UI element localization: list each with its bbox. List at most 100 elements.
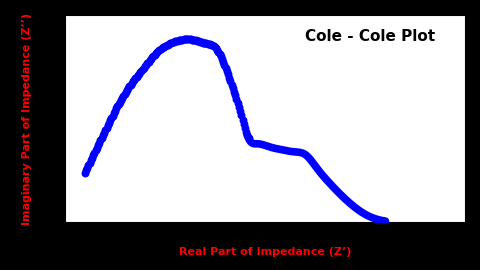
Point bbox=[132, 76, 139, 80]
Point bbox=[155, 49, 162, 53]
Point bbox=[174, 38, 181, 43]
Point bbox=[87, 158, 95, 163]
Point bbox=[182, 37, 190, 41]
Point bbox=[217, 54, 225, 58]
Point bbox=[233, 97, 240, 101]
Point bbox=[91, 151, 98, 155]
Point bbox=[96, 138, 104, 143]
Point bbox=[216, 52, 224, 56]
Point bbox=[92, 148, 99, 153]
Point bbox=[188, 38, 196, 42]
Point bbox=[156, 48, 163, 52]
Point bbox=[243, 133, 251, 137]
Point bbox=[158, 46, 166, 50]
Point bbox=[124, 86, 132, 90]
Point bbox=[98, 136, 106, 140]
Point bbox=[215, 50, 222, 54]
Point bbox=[126, 84, 133, 89]
Point bbox=[94, 143, 102, 147]
Point bbox=[177, 38, 185, 42]
Point bbox=[111, 109, 119, 113]
Point bbox=[222, 66, 229, 70]
Point bbox=[150, 54, 157, 58]
Point bbox=[221, 62, 228, 67]
Point bbox=[211, 45, 219, 49]
Point bbox=[118, 95, 126, 100]
Point bbox=[140, 66, 148, 70]
Point bbox=[99, 133, 107, 137]
Point bbox=[165, 42, 173, 46]
Point bbox=[179, 38, 186, 42]
Point bbox=[230, 89, 238, 94]
Point bbox=[193, 39, 201, 43]
Point bbox=[139, 67, 146, 72]
Point bbox=[100, 131, 108, 135]
Point bbox=[236, 109, 244, 113]
Point bbox=[136, 70, 144, 75]
Point bbox=[198, 40, 205, 44]
Point bbox=[189, 38, 197, 42]
Point bbox=[183, 37, 191, 41]
Y-axis label: Imaginary Part of Impedance (Z’’): Imaginary Part of Impedance (Z’’) bbox=[22, 13, 32, 225]
Point bbox=[175, 38, 182, 42]
Point bbox=[144, 61, 151, 66]
Point bbox=[120, 93, 127, 98]
Point bbox=[115, 102, 122, 106]
Point bbox=[176, 38, 184, 42]
Point bbox=[235, 105, 243, 109]
Point bbox=[160, 44, 168, 49]
Point bbox=[84, 163, 92, 168]
Point bbox=[194, 39, 202, 43]
Point bbox=[187, 37, 194, 42]
Point bbox=[134, 73, 142, 77]
Point bbox=[240, 122, 248, 126]
Point bbox=[231, 93, 239, 97]
Point bbox=[108, 113, 116, 118]
Point bbox=[195, 39, 203, 43]
Point bbox=[210, 44, 217, 48]
Point bbox=[241, 126, 249, 130]
Point bbox=[223, 69, 231, 73]
Point bbox=[112, 106, 120, 111]
Point bbox=[214, 48, 221, 52]
Point bbox=[101, 128, 109, 133]
Point bbox=[81, 171, 89, 175]
Point bbox=[127, 82, 134, 87]
Point bbox=[171, 39, 179, 43]
Point bbox=[167, 41, 174, 46]
Point bbox=[88, 156, 96, 160]
Point bbox=[199, 40, 206, 45]
Point bbox=[110, 111, 118, 115]
Point bbox=[105, 121, 113, 125]
Text: Cole - Cole Plot: Cole - Cole Plot bbox=[305, 29, 435, 44]
Point bbox=[191, 38, 198, 42]
Point bbox=[123, 88, 131, 92]
Point bbox=[129, 79, 137, 83]
Point bbox=[117, 97, 125, 102]
Point bbox=[224, 72, 232, 76]
Point bbox=[238, 113, 245, 117]
Point bbox=[228, 82, 236, 87]
Point bbox=[143, 63, 150, 67]
Point bbox=[138, 69, 145, 73]
Point bbox=[116, 100, 123, 104]
Point bbox=[202, 41, 209, 45]
Point bbox=[205, 42, 213, 46]
Point bbox=[86, 161, 94, 165]
Point bbox=[131, 77, 138, 82]
Point bbox=[218, 57, 226, 61]
X-axis label: Real Part of Impedance (Z’): Real Part of Impedance (Z’) bbox=[179, 247, 351, 257]
Point bbox=[164, 42, 172, 47]
Point bbox=[106, 118, 114, 123]
Point bbox=[172, 39, 180, 43]
Point bbox=[186, 37, 193, 42]
Point bbox=[206, 42, 214, 46]
Point bbox=[153, 50, 161, 54]
Point bbox=[151, 53, 158, 57]
Point bbox=[157, 47, 165, 51]
Point bbox=[226, 76, 233, 80]
Point bbox=[135, 72, 143, 76]
Point bbox=[148, 55, 156, 60]
Point bbox=[120, 92, 128, 96]
Point bbox=[184, 37, 192, 41]
